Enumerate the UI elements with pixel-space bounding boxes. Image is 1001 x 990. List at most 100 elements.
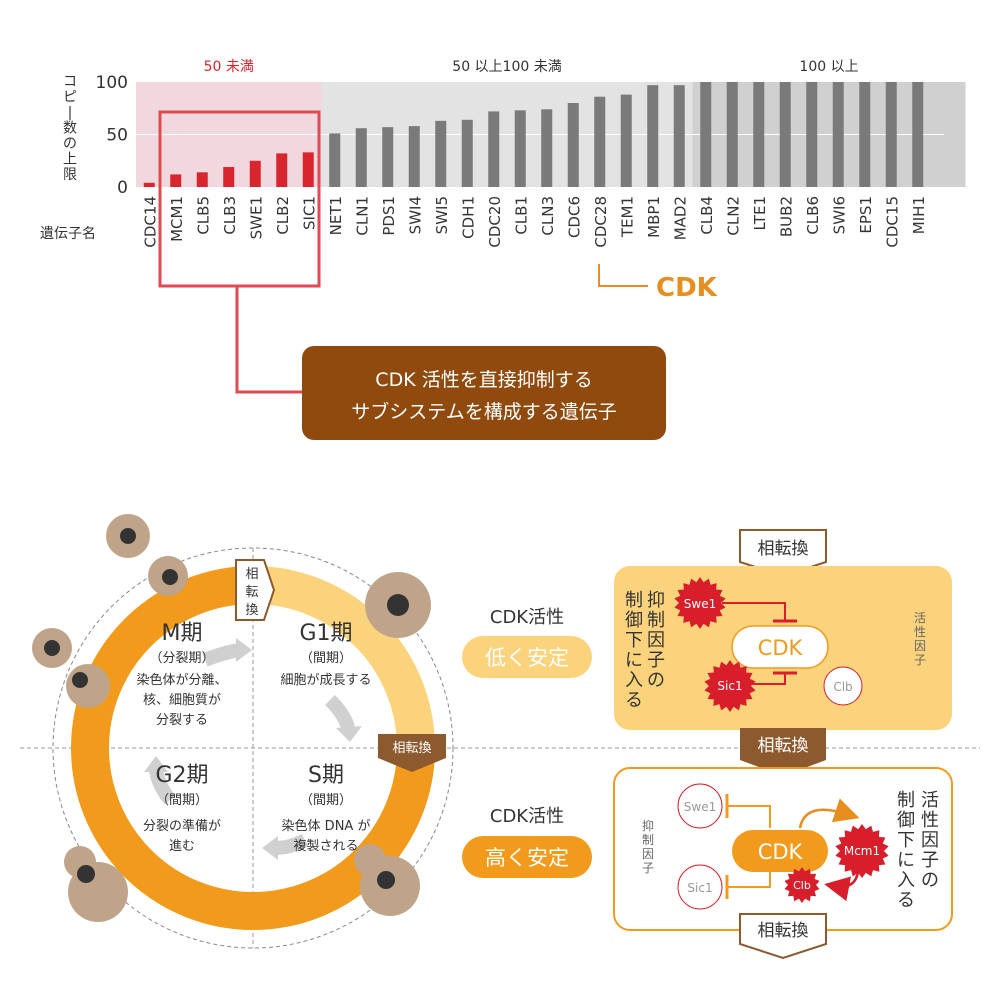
- chart-bar: [223, 167, 235, 187]
- chart-y-tick: 100: [96, 73, 128, 93]
- high-state-badge: [462, 836, 592, 878]
- panel-top-transition-label: 相転換: [758, 539, 809, 559]
- m-phase-desc-3: 分裂する: [156, 713, 208, 728]
- chart-category-label: LTE1: [751, 196, 769, 230]
- vertical-char: 因: [647, 630, 665, 651]
- chart-category-label: BUB2: [777, 196, 795, 237]
- chart-category-label: CLB2: [274, 196, 292, 235]
- chart-category-label: CDC20: [486, 196, 504, 248]
- bottom-sic1-label: Sic1: [687, 881, 712, 895]
- chart-bar: [196, 172, 208, 187]
- chart-y-tick: 0: [117, 178, 128, 198]
- arrow-g2-to-m-head: [144, 756, 168, 772]
- m-phase-sub: （分裂期）: [149, 651, 214, 666]
- vertical-char: 下: [897, 830, 915, 851]
- top-swe1-inhibit: [722, 602, 786, 620]
- chart-category-label: CLB1: [512, 196, 530, 235]
- top-clb-node: [823, 666, 863, 706]
- s-phase-desc-1: 染色体 DNA が: [282, 818, 371, 834]
- chart-category-label: CDC28: [592, 196, 610, 248]
- chart-category-label: SWE1: [247, 196, 265, 239]
- chart-bar: [249, 160, 261, 187]
- top-transition-flag: [235, 559, 276, 621]
- chart-category-label: CLN3: [539, 196, 557, 236]
- chart-bar: [408, 126, 420, 187]
- cell-images: [32, 514, 431, 922]
- g2-phase-title: G2期: [155, 763, 208, 788]
- chart-bar: [488, 111, 500, 187]
- top-swe1-label: Swe1: [684, 597, 716, 611]
- chart-bar: [859, 82, 871, 187]
- chart-category-label: EPS1: [857, 196, 875, 234]
- chart-bar: [435, 120, 447, 187]
- vertical-char: 制: [647, 610, 665, 631]
- chart-bars: [143, 82, 924, 187]
- x-axis-label: 遺伝子名: [40, 226, 96, 242]
- vertical-char: 子: [921, 850, 939, 871]
- top-sic1-node: [704, 660, 756, 712]
- top-cdk-box: [731, 625, 829, 669]
- chart-category-label: PDS1: [380, 196, 398, 236]
- g1-phase-sub: （間期）: [300, 651, 352, 666]
- chart-category-label: SWI4: [406, 196, 424, 234]
- g2-phase-desc-2: 進む: [169, 839, 195, 854]
- chart-bar: [541, 109, 553, 187]
- vertical-char: 因: [914, 639, 926, 653]
- bottom-swe1-label: Swe1: [684, 800, 716, 814]
- s-phase-title: S期: [308, 763, 344, 788]
- chart-bar: [567, 103, 579, 187]
- chart-bar: [329, 133, 341, 187]
- chart-bar: [276, 153, 288, 187]
- chart-category-label: SWI5: [433, 196, 451, 234]
- chart-category-label: CLB4: [698, 196, 716, 235]
- y-axis-label: コピ|数の上限: [63, 74, 77, 183]
- low-state-badge-text: 低く安定: [485, 646, 569, 670]
- mcm1-to-clb-arrow: [824, 871, 860, 902]
- vertical-char: の: [647, 670, 665, 691]
- chart-group-label: 50 未満: [204, 59, 254, 75]
- chart-bar: [700, 82, 712, 187]
- copy-number-bar-chart: CDC14 MCM1 CLB5 CLB3 SWE1 CLB2 SIC1 NET1 CLN1 PDS…: [40, 59, 966, 440]
- vertical-char: 活: [914, 611, 926, 625]
- chart-category-label: TEM1: [618, 196, 636, 238]
- vertical-char: 御: [625, 610, 643, 631]
- bottom-mcm1-node: [835, 824, 889, 878]
- top-sic1-inhibit: [742, 674, 786, 685]
- g1-phase-title: G1期: [299, 621, 352, 646]
- panel-mid-transition-label: 相転換: [758, 736, 809, 756]
- chart-bar: [885, 82, 897, 187]
- top-cdk-label: CDK: [758, 636, 804, 660]
- g2-phase-desc-1: 分裂の準備が: [143, 818, 221, 834]
- m-phase-title: M期: [162, 621, 203, 646]
- chart-bar: [647, 85, 659, 187]
- vertical-char: 性: [914, 625, 926, 639]
- chart-bar: [594, 96, 606, 187]
- top-transition-char-2: 転: [245, 585, 258, 600]
- low-state-badge: [462, 636, 592, 678]
- chart-y-ticks: 0 50 100: [96, 73, 128, 198]
- bottom-cdk-box: [732, 830, 828, 872]
- high-state-label: CDK活性: [490, 806, 564, 827]
- vertical-char: 御: [897, 810, 915, 831]
- chart-bar: [806, 82, 818, 187]
- cell-cycle-diagram: M期 （分裂期） 染色体が分離、 核、細胞質が 分裂する G1期 （間期） 細胞…: [20, 514, 980, 949]
- vertical-char: 抑: [642, 818, 654, 833]
- vertical-char: に: [897, 850, 915, 871]
- top-sic1-label: Sic1: [717, 679, 742, 693]
- ring-g2-segment: [71, 747, 254, 930]
- top-clb-label: Clb: [833, 680, 852, 694]
- arrow-m-to-g1-head: [236, 638, 252, 662]
- chart-category-label: CDH1: [459, 196, 477, 239]
- panel-mid-transition-flag: [740, 728, 826, 776]
- chart-category-label: CLN1: [353, 196, 371, 236]
- vertical-char: 下: [625, 630, 643, 651]
- chart-group-label: 100 以上: [799, 59, 858, 75]
- chart-bar: [912, 82, 924, 187]
- chart-bar: [461, 119, 473, 187]
- vertical-char: 制: [642, 833, 654, 847]
- cdk-bracket: [598, 264, 648, 287]
